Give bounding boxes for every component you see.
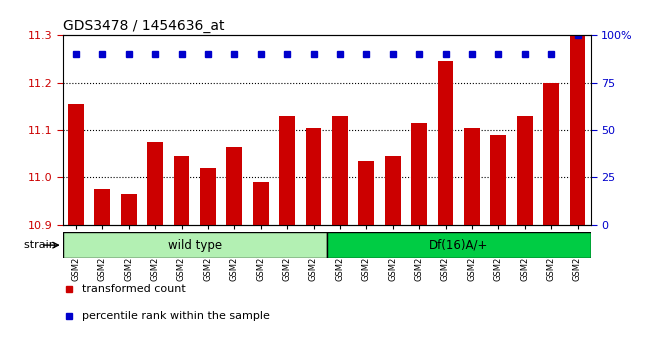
Text: Df(16)A/+: Df(16)A/+ xyxy=(429,239,488,252)
Text: wild type: wild type xyxy=(168,239,222,252)
Bar xyxy=(543,83,559,225)
Bar xyxy=(385,156,401,225)
Text: strain: strain xyxy=(24,240,59,250)
Bar xyxy=(358,161,374,225)
Text: transformed count: transformed count xyxy=(82,284,186,295)
Bar xyxy=(327,232,591,258)
Bar xyxy=(174,156,189,225)
Bar xyxy=(332,116,348,225)
Text: GDS3478 / 1454636_at: GDS3478 / 1454636_at xyxy=(63,19,224,33)
Bar xyxy=(253,182,269,225)
Bar xyxy=(200,168,216,225)
Bar xyxy=(570,35,585,225)
Bar xyxy=(411,123,427,225)
Bar xyxy=(121,194,137,225)
Bar xyxy=(517,116,533,225)
Bar xyxy=(490,135,506,225)
Text: percentile rank within the sample: percentile rank within the sample xyxy=(82,311,271,321)
Bar xyxy=(464,128,480,225)
Bar xyxy=(94,189,110,225)
Bar xyxy=(438,62,453,225)
Bar xyxy=(279,116,295,225)
Bar xyxy=(63,232,327,258)
Bar xyxy=(68,104,84,225)
Bar xyxy=(147,142,163,225)
Bar xyxy=(226,147,242,225)
Bar xyxy=(306,128,321,225)
